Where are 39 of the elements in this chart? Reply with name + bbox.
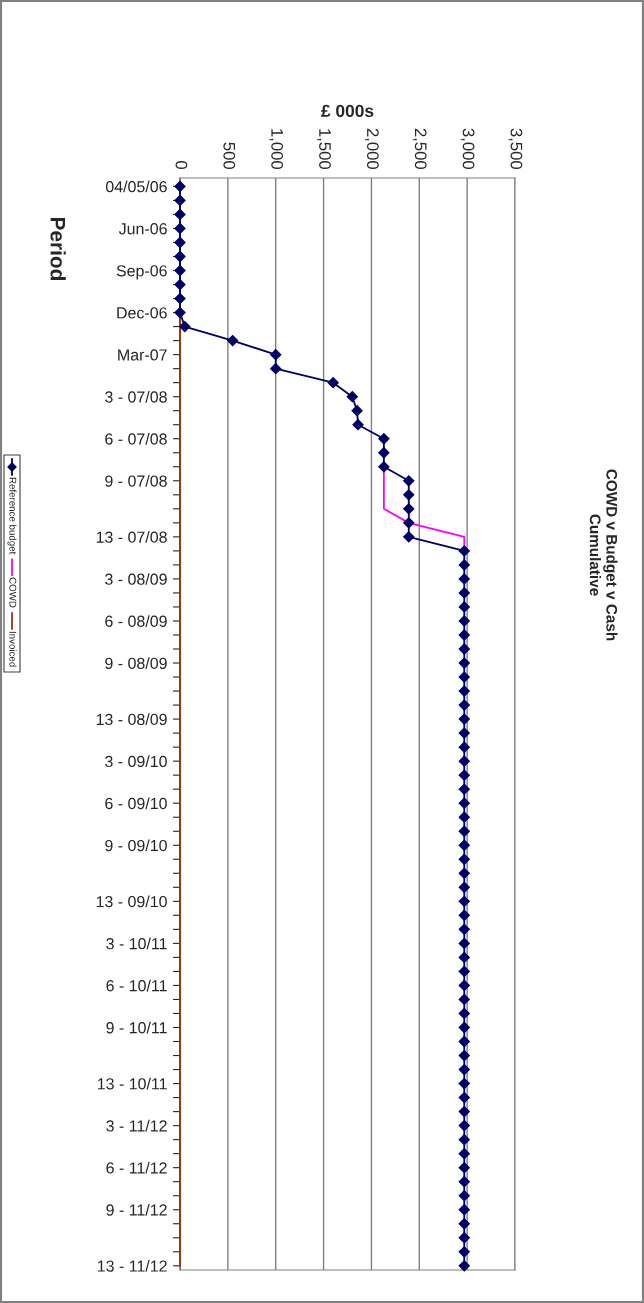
y-tick-label: 3 - 11/12	[106, 1119, 167, 1132]
x-axis-title: £ 000s	[321, 104, 374, 118]
y-tick-label: 9 - 10/11	[106, 1021, 167, 1034]
y-tick-label: 6 - 11/12	[106, 1161, 167, 1174]
text: COWD v Budget v Cash Cumulative	[589, 469, 618, 641]
y-tick-label: 9 - 11/12	[106, 1203, 167, 1216]
y-tick-label: 3 - 07/08	[105, 390, 167, 403]
legend-label: Reference budget	[7, 477, 17, 555]
y-tick-label: 9 - 08/09	[105, 657, 167, 669]
y-tick-label: 6 - 08/09	[105, 615, 167, 627]
y-tick-label: 04/05/06	[105, 180, 167, 193]
y-tick-label: 9 - 09/10	[105, 839, 167, 852]
y-tick-label: 13 - 07/08	[96, 531, 167, 543]
x-tick-label: 3,500	[508, 128, 523, 170]
y-tick-label: 3 - 09/10	[105, 755, 167, 768]
y-tick-label: 13 - 08/09	[96, 713, 167, 726]
y-tick-label: Jun-06	[118, 223, 167, 235]
y-tick-label: 13 - 11/12	[97, 1260, 167, 1272]
y-tick-label: 6 - 07/08	[105, 432, 167, 445]
y-tick-label: 9 - 07/08	[105, 475, 167, 487]
y-tick-label: 13 - 10/11	[97, 1077, 167, 1090]
x-tick-label: 2,500	[412, 128, 427, 170]
x-tick-label: 500	[223, 142, 236, 170]
y-tick-label: 6 - 09/10	[105, 797, 167, 810]
x-tick-label: 1,500	[317, 129, 331, 170]
y-tick-label: 3 - 10/11	[106, 937, 167, 950]
x-tick-label: 0	[175, 161, 188, 170]
y-tick-label: Sep-06	[116, 265, 167, 280]
y-tick-label: 6 - 10/11	[106, 979, 167, 992]
y-tick-label: Dec-06	[117, 307, 167, 319]
x-tick-label: 3,000	[460, 128, 475, 170]
y-tick-label: 3 - 08/09	[105, 573, 167, 585]
x-tick-label: 1,000	[269, 129, 284, 170]
y-tick-label: Mar-07	[118, 349, 167, 361]
x-tick-label: 2,000	[364, 128, 379, 170]
legend-label: COWD	[9, 577, 17, 608]
y-tick-label: 13 - 09/10	[96, 895, 167, 908]
y-axis-title: Period	[50, 217, 66, 281]
legend-label: Invoiced	[9, 631, 17, 667]
